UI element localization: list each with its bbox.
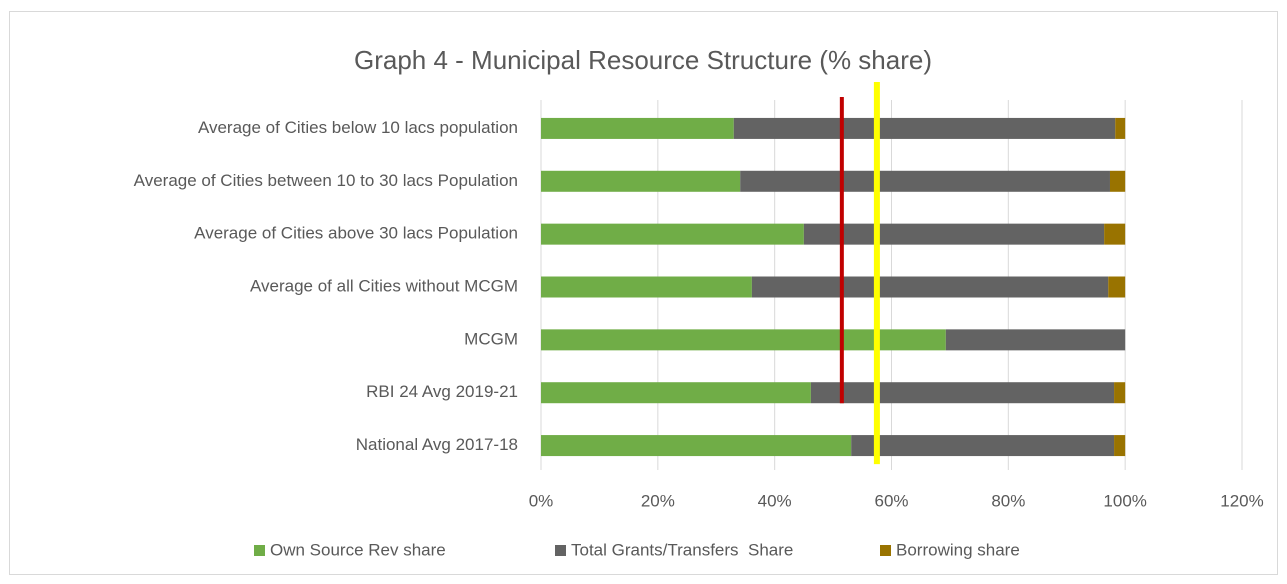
bar-segment	[1104, 223, 1126, 245]
y-tick-label: RBI 24 Avg 2019-21	[366, 382, 518, 401]
x-tick-label: 80%	[991, 491, 1025, 510]
bar-segment	[810, 382, 1115, 404]
legend-label: Total Grants/Transfers Share	[571, 540, 793, 559]
bar-segment	[1108, 276, 1126, 298]
bar-segment	[1114, 435, 1126, 457]
y-tick-label: Average of all Cities without MCGM	[250, 276, 518, 295]
bar-segment	[740, 170, 1110, 192]
x-tick-label: 0%	[529, 491, 554, 510]
x-tick-label: 20%	[641, 491, 675, 510]
x-tick-label: 40%	[758, 491, 792, 510]
chart-title: Graph 4 - Municipal Resource Structure (…	[354, 45, 932, 75]
legend-swatch	[880, 545, 891, 556]
bar-segment	[541, 276, 752, 298]
y-tick-label: MCGM	[464, 329, 518, 348]
bar-segment	[1109, 170, 1126, 192]
bar-segment	[541, 435, 852, 457]
bar-segment	[945, 329, 1126, 351]
bar-segment	[851, 435, 1115, 457]
bar-segment	[1114, 382, 1126, 404]
bar-segment	[541, 117, 734, 139]
x-tick-label: 120%	[1220, 491, 1263, 510]
legend-swatch	[254, 545, 265, 556]
legend-label: Own Source Rev share	[270, 540, 446, 559]
y-tick-label: Average of Cities above 30 lacs Populati…	[194, 224, 518, 243]
bar-segment	[541, 170, 741, 192]
legend-label: Borrowing share	[896, 540, 1020, 559]
y-tick-label: Average of Cities between 10 to 30 lacs …	[134, 171, 518, 190]
bar-segment	[541, 223, 804, 245]
bar-segment	[751, 276, 1109, 298]
x-tick-label: 60%	[874, 491, 908, 510]
bar-segment	[733, 117, 1116, 139]
bar-segment	[803, 223, 1105, 245]
x-tick-label: 100%	[1103, 491, 1146, 510]
bar-segment	[541, 382, 811, 404]
y-tick-label: Average of Cities below 10 lacs populati…	[198, 118, 518, 137]
bar-segment	[541, 329, 946, 351]
legend-swatch	[555, 545, 566, 556]
bar-segment	[1115, 117, 1126, 139]
y-tick-label: National Avg 2017-18	[356, 435, 518, 454]
